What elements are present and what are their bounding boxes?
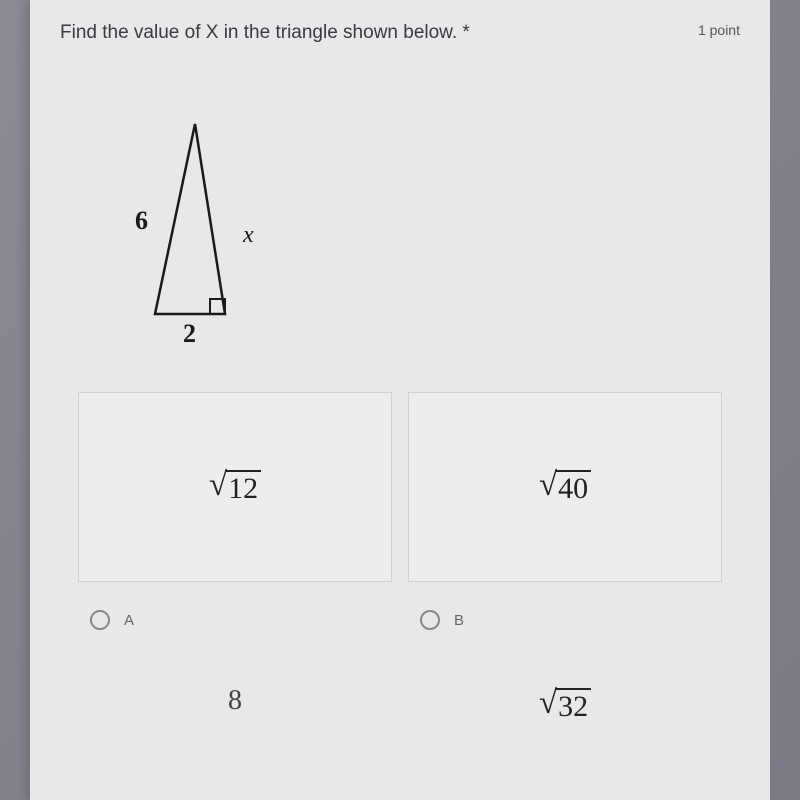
answer-grid: √ 12 √ 40 <box>30 384 770 590</box>
height-label: x <box>242 222 254 248</box>
hypotenuse-label: 6 <box>135 206 148 235</box>
base-label: 2 <box>183 319 196 344</box>
sqrt-expression-b: √ 40 <box>539 467 591 507</box>
bottom-answer-row: 8 √ 32 <box>30 640 770 725</box>
triangle-svg: 6 x 2 <box>115 114 285 344</box>
question-card: Find the value of X in the triangle show… <box>30 0 770 800</box>
answer-box-b[interactable]: √ 40 <box>408 392 722 582</box>
question-header: Find the value of X in the triangle show… <box>30 0 770 54</box>
radio-label-a: A <box>124 612 134 629</box>
answer-value-d: √ 32 <box>400 685 730 725</box>
radio-label-b: B <box>454 612 464 629</box>
radio-circle-icon <box>90 610 110 630</box>
points-label: 1 point <box>698 22 740 38</box>
radio-circle-icon <box>420 610 440 630</box>
radio-row: A B <box>30 590 770 640</box>
answer-value-c: 8 <box>70 685 400 725</box>
radio-option-a[interactable]: A <box>70 610 400 630</box>
answer-box-a[interactable]: √ 12 <box>78 392 392 582</box>
sqrt-expression-a: √ 12 <box>209 467 261 507</box>
question-text: Find the value of X in the triangle show… <box>60 22 470 44</box>
triangle-figure: 6 x 2 <box>30 54 770 384</box>
radio-option-b[interactable]: B <box>400 610 730 630</box>
